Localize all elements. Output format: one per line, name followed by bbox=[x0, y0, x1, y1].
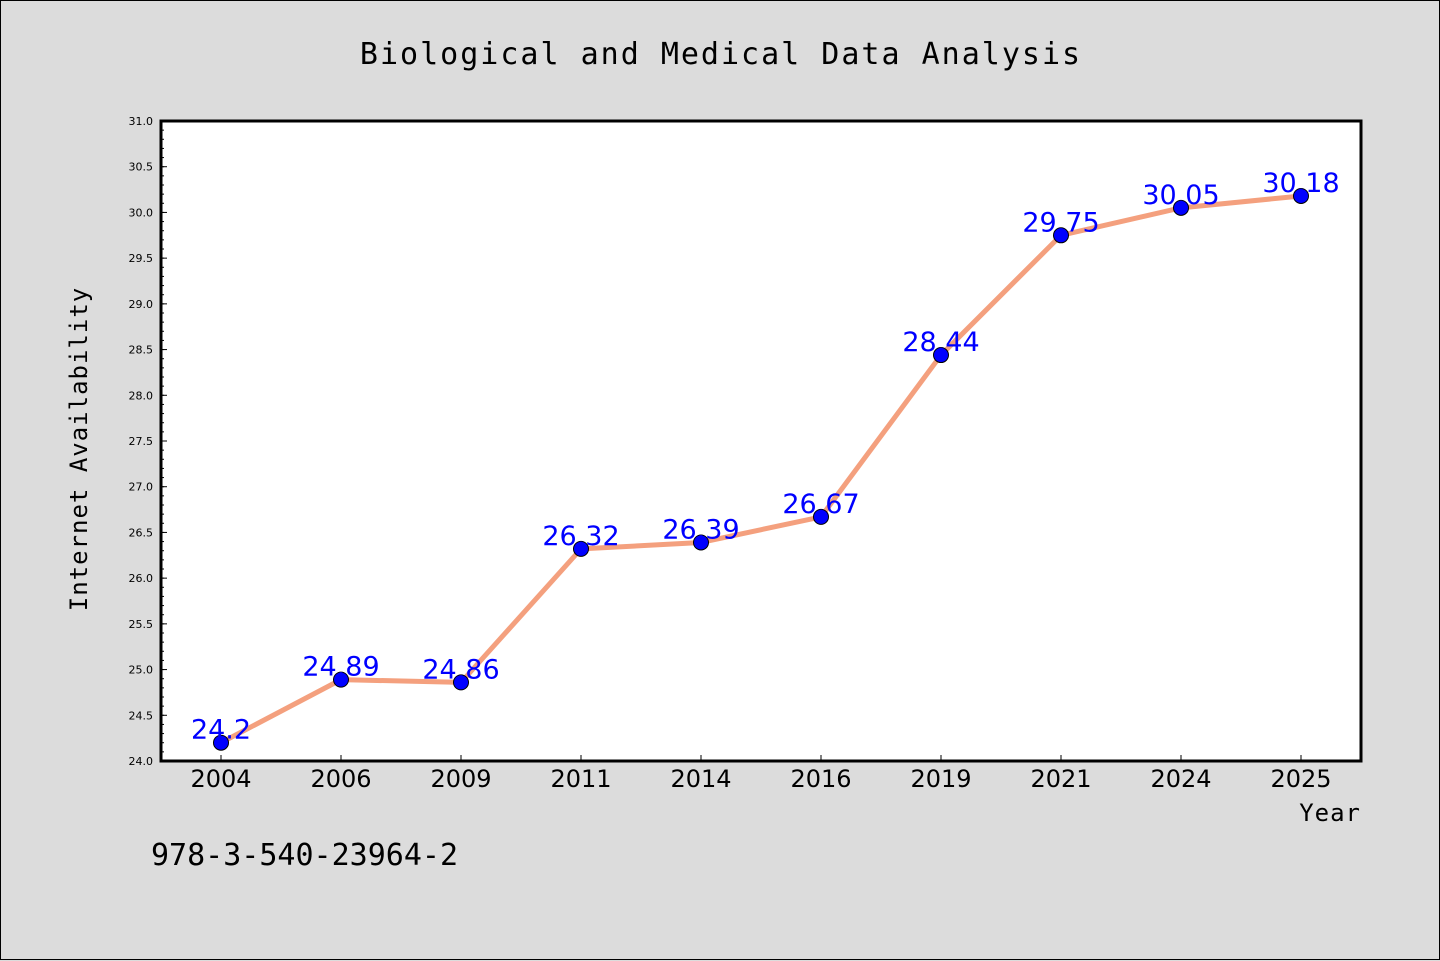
data-point bbox=[1173, 199, 1189, 216]
data-label: 30.18 bbox=[1262, 168, 1339, 199]
data-label: 24.86 bbox=[422, 654, 499, 685]
x-axis-label: Year bbox=[1299, 799, 1361, 827]
x-tick-label: 2016 bbox=[790, 765, 851, 793]
data-point bbox=[813, 508, 829, 525]
data-label: 26.32 bbox=[542, 521, 619, 552]
data-point bbox=[333, 671, 349, 688]
y-tick-label: 25.0 bbox=[129, 664, 154, 677]
y-tick-label: 24.5 bbox=[129, 709, 154, 722]
data-label: 30.05 bbox=[1142, 180, 1219, 211]
y-tick-label: 30.0 bbox=[129, 206, 154, 219]
data-point bbox=[453, 674, 469, 691]
data-label: 26.67 bbox=[782, 489, 859, 520]
data-label: 28.44 bbox=[902, 327, 979, 358]
y-tick-label: 30.5 bbox=[129, 161, 154, 174]
x-tick-label: 2011 bbox=[550, 765, 611, 793]
y-tick-label: 28.0 bbox=[129, 389, 154, 402]
x-tick-label: 2019 bbox=[910, 765, 971, 793]
isbn-annotation: 978-3-540-23964-2 bbox=[151, 838, 458, 873]
y-tick-label: 24.0 bbox=[129, 755, 154, 768]
x-tick-label: 2025 bbox=[1270, 765, 1331, 793]
y-axis-label: Internet Availability bbox=[65, 287, 93, 611]
y-tick-label: 26.5 bbox=[129, 526, 154, 539]
data-point bbox=[213, 734, 229, 751]
x-tick-label: 2014 bbox=[670, 765, 731, 793]
y-tick-label: 28.5 bbox=[129, 344, 154, 357]
plot-area bbox=[159, 119, 1363, 763]
x-tick-label: 2009 bbox=[430, 765, 491, 793]
x-tick-label: 2021 bbox=[1030, 765, 1091, 793]
x-axis: 2004 2006 2009 2011 2014 2016 2019 2021 2024 2025 bbox=[190, 755, 1332, 793]
x-tick-label: 2006 bbox=[310, 765, 371, 793]
x-tick-label: 2024 bbox=[1150, 765, 1211, 793]
y-tick-label: 29.5 bbox=[129, 252, 154, 265]
data-label: 26.39 bbox=[662, 514, 739, 545]
data-label: 24.2 bbox=[191, 715, 251, 746]
data-point bbox=[1053, 227, 1069, 244]
y-tick-label: 31.0 bbox=[129, 115, 154, 128]
chart-title: Biological and Medical Data Analysis bbox=[360, 37, 1082, 72]
data-point bbox=[1293, 187, 1309, 204]
data-point bbox=[573, 540, 589, 557]
y-tick-label: 27.5 bbox=[129, 435, 154, 448]
y-tick-label: 29.0 bbox=[129, 298, 154, 311]
series-layer: 24.2 24.89 24.86 26.32 26.39 26.67 28.44 29.75 3… bbox=[191, 168, 1340, 751]
y-tick-label: 27.0 bbox=[129, 481, 154, 494]
data-label: 29.75 bbox=[1022, 207, 1099, 238]
data-label: 24.89 bbox=[302, 652, 379, 683]
data-point bbox=[693, 534, 709, 551]
data-point bbox=[933, 347, 949, 364]
y-tick-label: 25.5 bbox=[129, 618, 154, 631]
y-tick-label: 26.0 bbox=[129, 572, 154, 585]
y-axis: 24.0 24.5 25.0 25.5 26.0 26.5 27.0 27.5 28.0 28.5… bbox=[129, 115, 167, 768]
series-line bbox=[219, 193, 1302, 745]
x-tick-label: 2004 bbox=[190, 765, 251, 793]
